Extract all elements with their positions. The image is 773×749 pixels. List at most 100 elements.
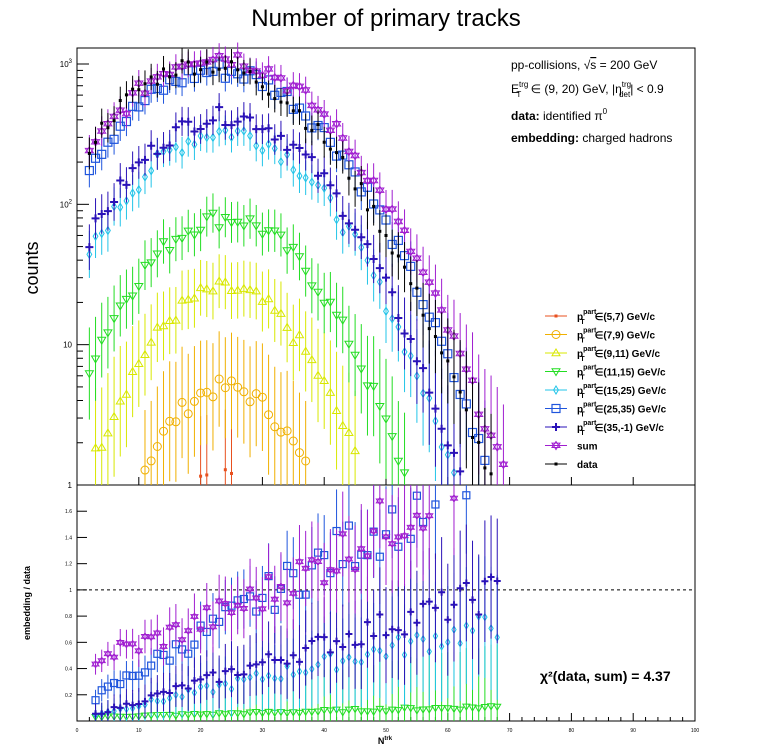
- ratio-point: [147, 661, 156, 670]
- data-point: [388, 288, 397, 297]
- data-point: [384, 233, 388, 237]
- data-point: [127, 292, 138, 301]
- data-point: [449, 448, 458, 457]
- data-point: [195, 226, 206, 236]
- data-point: [155, 82, 159, 86]
- ratio-point: [431, 604, 439, 612]
- data-point: [208, 392, 218, 402]
- y-axis-label-top: counts: [22, 241, 42, 294]
- ratio-point: [381, 708, 391, 716]
- data-point: [291, 109, 295, 113]
- top-series: [84, 193, 410, 485]
- data-point: [232, 285, 243, 294]
- ratio-point: [350, 706, 360, 714]
- ratio-series: [92, 515, 501, 721]
- ratio-point: [413, 619, 421, 627]
- ratio-point: [129, 701, 137, 709]
- data-point: [362, 175, 373, 186]
- data-point: [208, 116, 217, 125]
- ratio-point: [196, 624, 206, 634]
- ratio-point: [220, 599, 230, 609]
- ratio-point: [103, 649, 113, 659]
- ratio-point: [307, 708, 317, 717]
- ratio-point: [252, 660, 260, 668]
- ratio-tick-label: 1.2: [65, 562, 72, 568]
- data-point: [276, 231, 286, 240]
- ratio-point: [344, 554, 354, 564]
- legend-label: ppart T ∈(35,-1) GeV/c: [577, 420, 664, 437]
- ratio-point: [338, 709, 348, 717]
- ratio-point: [356, 544, 366, 554]
- data-point: [322, 140, 326, 144]
- data-point: [307, 153, 316, 162]
- ratio-point: [264, 572, 274, 582]
- data-point: [363, 240, 372, 249]
- data-point: [337, 316, 348, 325]
- data-point: [146, 337, 157, 346]
- x-tick-label: 60: [445, 728, 451, 734]
- data-point: [319, 375, 330, 385]
- data-point: [184, 117, 193, 126]
- data-point: [186, 60, 190, 64]
- data-point: [253, 140, 260, 151]
- ratio-point: [251, 593, 261, 603]
- ratio-point: [295, 658, 303, 666]
- data-point: [339, 227, 346, 238]
- ratio-point: [438, 588, 446, 596]
- ratio-point: [431, 705, 440, 713]
- sqrt-symbol: √: [584, 58, 591, 72]
- data-point: [202, 387, 212, 397]
- data-point: [189, 231, 200, 240]
- data-point: [381, 415, 391, 424]
- data-point: [269, 305, 280, 314]
- data-point: [165, 416, 175, 426]
- ratio-point: [270, 594, 280, 604]
- data-point: [223, 66, 227, 70]
- data-point: [319, 299, 330, 309]
- data-point: [333, 214, 340, 225]
- data-point: [152, 442, 162, 452]
- ratio-point: [152, 628, 162, 638]
- legend-item: sum: [545, 440, 598, 453]
- data-point: [288, 436, 298, 446]
- legend-item: ppart T ∈(5,7) GeV/c: [545, 309, 655, 326]
- data-point: [100, 121, 104, 125]
- ratio-series-group: [91, 485, 502, 722]
- ratio-point: [375, 496, 385, 506]
- data-point: [189, 396, 199, 406]
- data-point: [226, 285, 237, 295]
- data-point: [131, 87, 135, 91]
- ratio-point: [92, 710, 100, 718]
- ratio-point: [257, 604, 267, 614]
- x-tick-label: 30: [260, 728, 266, 734]
- data-point: [415, 286, 419, 290]
- ratio-point: [159, 642, 168, 652]
- ratio-point: [197, 675, 205, 683]
- data-point: [245, 215, 255, 224]
- data-point: [394, 314, 403, 323]
- data-point: [103, 207, 112, 216]
- data-point: [368, 382, 379, 392]
- data-point: [205, 473, 209, 477]
- data-point: [282, 322, 292, 331]
- data-point: [208, 286, 218, 295]
- data-point: [209, 132, 216, 143]
- data-point: [267, 92, 271, 96]
- ratio-point: [457, 638, 463, 648]
- annotation-trigger: Etrg T ∈ (9, 20) GeV, |ηtrg det| < 0.9: [511, 80, 664, 99]
- data-point: [387, 433, 398, 442]
- data-point: [254, 80, 258, 84]
- data-point: [412, 357, 421, 366]
- data-point: [164, 315, 175, 325]
- legend-label: ppart T ∈(25,35) GeV/c: [577, 402, 667, 419]
- ratio-point: [313, 557, 323, 567]
- data-point: [332, 189, 341, 198]
- data-point: [306, 282, 317, 291]
- data-point: [276, 131, 285, 140]
- data-point: [316, 123, 320, 127]
- data-point: [115, 302, 126, 311]
- data-point: [400, 329, 409, 338]
- data-point: [436, 305, 447, 316]
- data-point: [343, 146, 354, 157]
- ratio-point: [302, 644, 310, 652]
